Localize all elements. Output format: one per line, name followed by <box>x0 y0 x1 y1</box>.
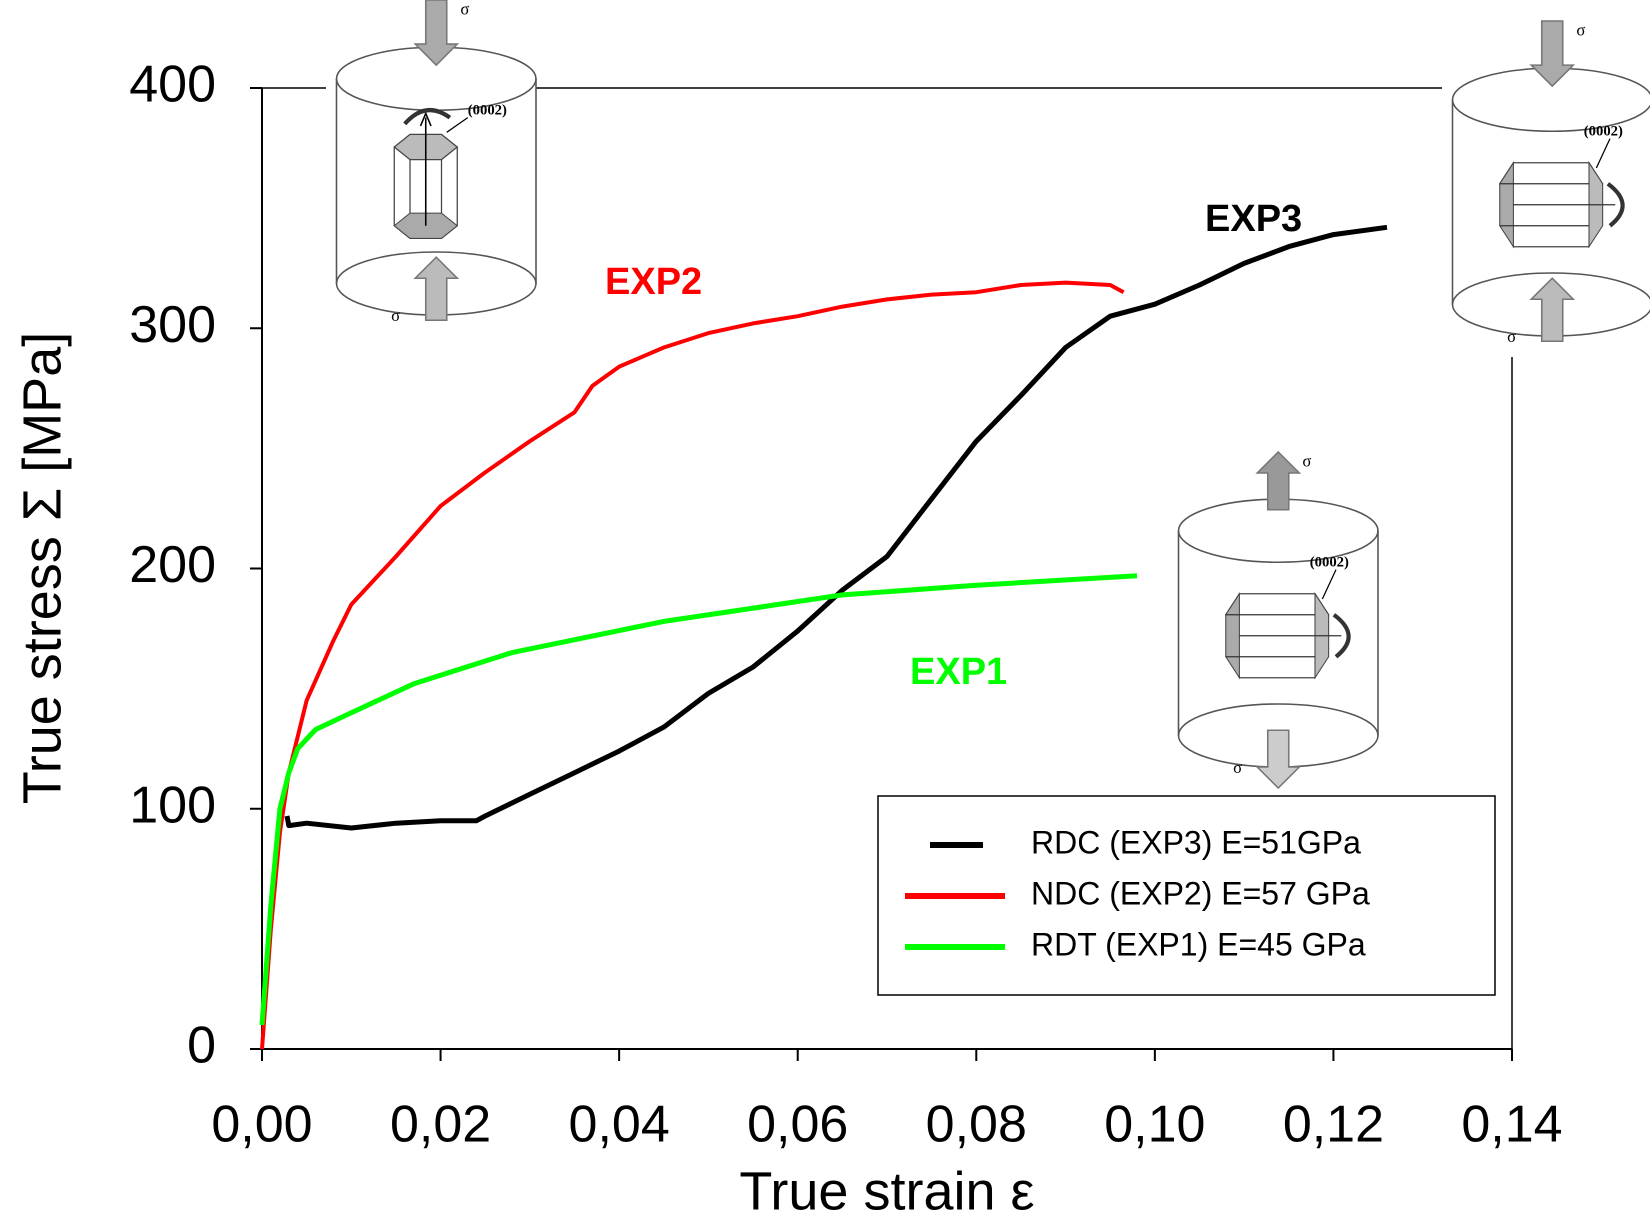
legend-label: RDC (EXP3) E=51GPa <box>1031 824 1361 860</box>
x-tick-label: 0,06 <box>747 1096 848 1154</box>
sigma-label: σ <box>1302 451 1311 470</box>
inset: σ σ (0002) <box>1168 451 1378 788</box>
x-tick-label: 0,10 <box>1104 1096 1205 1154</box>
x-tick-label: 0,00 <box>211 1096 312 1154</box>
legend-label: NDC (EXP2) E=57 GPa <box>1031 875 1370 911</box>
inset: σ σ (0002) <box>1442 20 1650 357</box>
chart: True strain ε True stress Σ [MPa] 0 100 20… <box>0 0 1650 1223</box>
y-axis-title: True stress Σ [MPa] <box>12 332 72 804</box>
y-tick-label: 300 <box>129 296 216 354</box>
x-tick-label: 0,08 <box>926 1096 1027 1154</box>
curve-annotation: EXP2 <box>605 261 702 303</box>
x-tick-label: 0,04 <box>569 1096 670 1154</box>
curve-annotation: EXP3 <box>1205 198 1302 240</box>
sigma-label: σ <box>460 0 469 18</box>
plane-label: (0002) <box>1310 555 1349 571</box>
y-tick-label: 400 <box>129 56 216 114</box>
x-axis-title: True strain ε <box>739 1161 1034 1221</box>
legend-label: RDT (EXP1) E=45 GPa <box>1031 926 1366 962</box>
plane-label: (0002) <box>1584 124 1623 140</box>
y-tick-label: 200 <box>129 536 216 594</box>
y-tick-label: 100 <box>129 776 216 834</box>
plane-label: (0002) <box>468 103 507 119</box>
x-tick-label: 0,12 <box>1283 1096 1384 1154</box>
sigma-label: σ <box>391 306 400 325</box>
x-tick-label: 0,02 <box>390 1096 491 1154</box>
sigma-label: σ <box>1576 20 1585 39</box>
sigma-label: σ <box>1233 758 1242 777</box>
x-tick-label: 0,14 <box>1461 1096 1562 1154</box>
y-tick-label: 0 <box>187 1017 216 1075</box>
sigma-label: σ <box>1507 327 1516 346</box>
inset: σ σ (0002) <box>326 0 536 336</box>
curve-annotation: EXP1 <box>910 651 1007 693</box>
